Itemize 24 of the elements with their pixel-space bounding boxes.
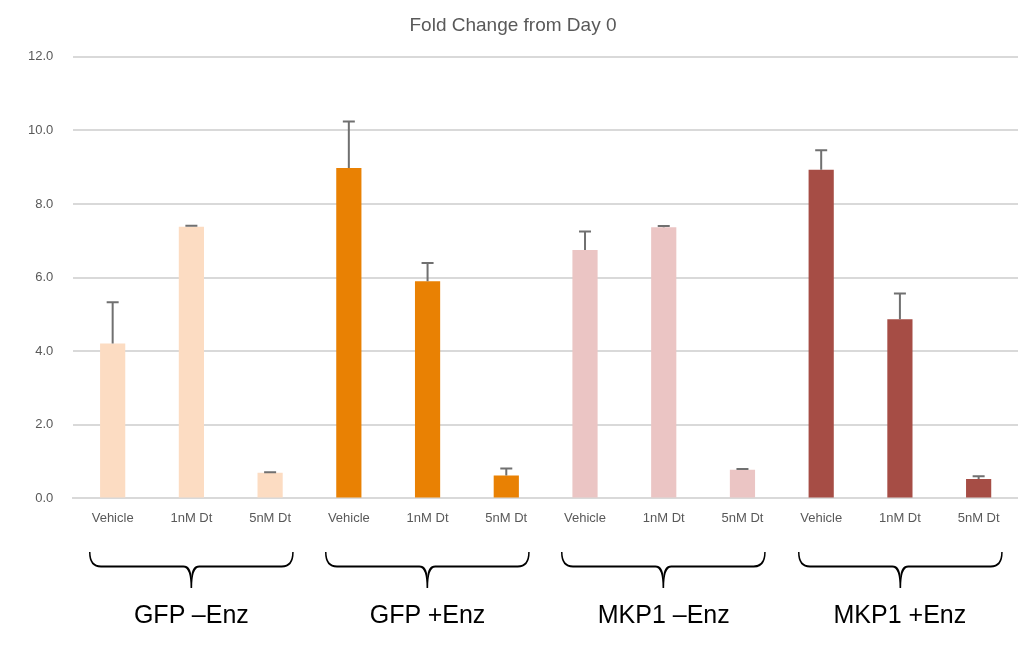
x-tick-label: 5nM Dt: [249, 509, 292, 525]
y-tick-label: 8.0: [35, 195, 54, 211]
x-tick-label: 1nM Dt: [878, 509, 922, 525]
chart-title: Fold Change from Day 0: [409, 13, 617, 35]
text: MKP1 –Enz: [596, 600, 731, 629]
y-tick-label: 4.0: [35, 342, 54, 358]
x-tick-label: 1nM Dt: [170, 509, 213, 525]
x-tick-label: 5nM Dt: [721, 509, 764, 525]
text: MKP1 +Enz: [832, 600, 968, 629]
y-tick-label: 2.0: [35, 416, 54, 432]
y-tick-label: 10.0: [27, 121, 54, 137]
x-tick-label: 1nM Dt: [642, 509, 686, 525]
x-tick-label: 5nM Dt: [485, 509, 528, 525]
text: GFP +Enz: [368, 600, 487, 629]
x-tick-label: Vehicle: [800, 509, 843, 525]
x-tick-label: 5nM Dt: [957, 509, 1000, 525]
x-tick-label: Vehicle: [91, 509, 134, 525]
y-tick-label: 12.0: [27, 48, 54, 64]
y-tick-label: 0.0: [35, 489, 54, 505]
x-tick-label: Vehicle: [564, 509, 606, 525]
y-tick-label: 6.0: [35, 269, 54, 285]
x-tick-label: Vehicle: [327, 509, 370, 525]
text: GFP –Enz: [132, 600, 250, 629]
x-tick-label: 1nM Dt: [406, 509, 449, 525]
